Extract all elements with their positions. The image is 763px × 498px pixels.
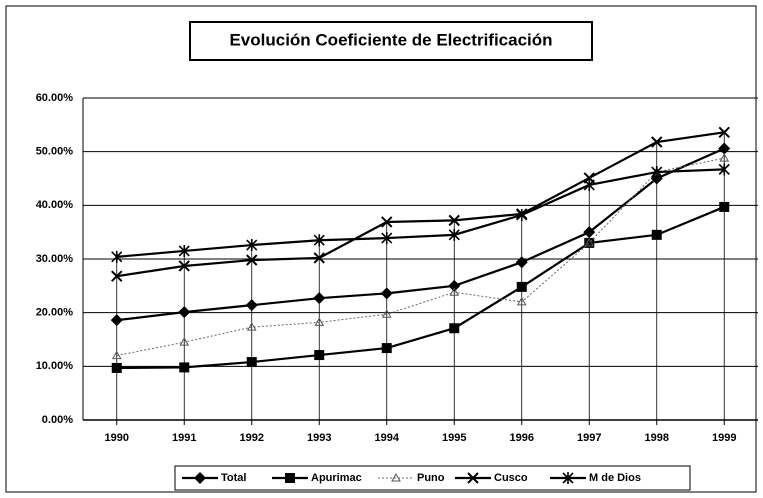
marker (179, 362, 190, 373)
marker (313, 234, 325, 247)
marker (178, 244, 190, 257)
y-tick-label: 10.00% (36, 360, 74, 372)
legend-label: Puno (417, 472, 445, 484)
x-tick-label: 1996 (510, 432, 534, 444)
title-box (189, 21, 593, 61)
marker (381, 232, 393, 245)
marker (313, 252, 325, 264)
marker (515, 256, 528, 269)
marker (651, 229, 662, 240)
x-tick-label: 1991 (172, 432, 196, 444)
marker (448, 279, 461, 292)
chart-frame (5, 5, 757, 493)
chart-title: Evolución Coeficiente de Electrificación (229, 30, 552, 49)
series-line (116, 147, 725, 322)
marker (380, 287, 393, 300)
marker (313, 292, 326, 305)
series-line (116, 205, 725, 370)
marker (718, 142, 731, 155)
marker (584, 237, 595, 248)
marker (583, 226, 596, 239)
x-tick-label: 1998 (645, 432, 669, 444)
marker (516, 296, 527, 306)
legend-box (174, 465, 691, 491)
marker (246, 239, 258, 252)
y-tick-label: 40.00% (36, 199, 74, 211)
marker (178, 306, 191, 319)
legend-label: Apurimac (311, 472, 362, 484)
marker (718, 163, 730, 176)
x-tick-label: 1997 (577, 432, 601, 444)
marker (381, 343, 392, 354)
marker (719, 153, 730, 162)
series-line (116, 157, 725, 357)
marker (111, 350, 122, 360)
y-tick-label: 30.00% (36, 253, 74, 265)
legend-marker (391, 472, 401, 482)
marker (719, 201, 730, 212)
marker (246, 322, 257, 331)
marker (448, 214, 460, 227)
marker (110, 314, 123, 327)
y-tick-label: 0.00% (42, 414, 73, 426)
x-tick-label: 1995 (442, 432, 466, 444)
series-line (116, 168, 725, 258)
series-line (116, 131, 725, 278)
marker (111, 270, 123, 282)
marker (449, 323, 460, 334)
marker (245, 299, 258, 312)
marker (381, 216, 393, 228)
y-tick-label: 20.00% (36, 307, 74, 319)
legend-marker (285, 473, 295, 483)
marker (449, 287, 460, 296)
marker (111, 250, 123, 263)
marker (381, 309, 392, 318)
marker (584, 237, 595, 247)
legend-marker (194, 472, 206, 484)
legend-marker (562, 472, 574, 484)
marker (246, 357, 257, 368)
marker (651, 166, 663, 179)
legend-label: M de Dios (589, 472, 641, 484)
marker (179, 337, 190, 346)
marker (583, 178, 595, 191)
marker (718, 126, 730, 139)
marker (516, 208, 528, 221)
marker (246, 254, 258, 266)
legend-label: Cusco (494, 472, 528, 484)
marker (178, 260, 190, 272)
marker (111, 362, 122, 373)
marker (448, 228, 460, 241)
y-tick-label: 50.00% (36, 146, 74, 158)
x-tick-label: 1992 (240, 432, 264, 444)
marker (516, 281, 527, 292)
marker (314, 350, 325, 361)
legend-label: Total (221, 472, 246, 484)
x-tick-label: 1993 (307, 432, 331, 444)
y-tick-label: 60.00% (36, 92, 74, 104)
marker (314, 317, 325, 326)
legend-marker (467, 472, 479, 484)
x-tick-label: 1999 (712, 432, 736, 444)
x-tick-label: 1994 (375, 432, 400, 444)
x-tick-label: 1990 (105, 432, 129, 444)
marker (651, 136, 663, 148)
